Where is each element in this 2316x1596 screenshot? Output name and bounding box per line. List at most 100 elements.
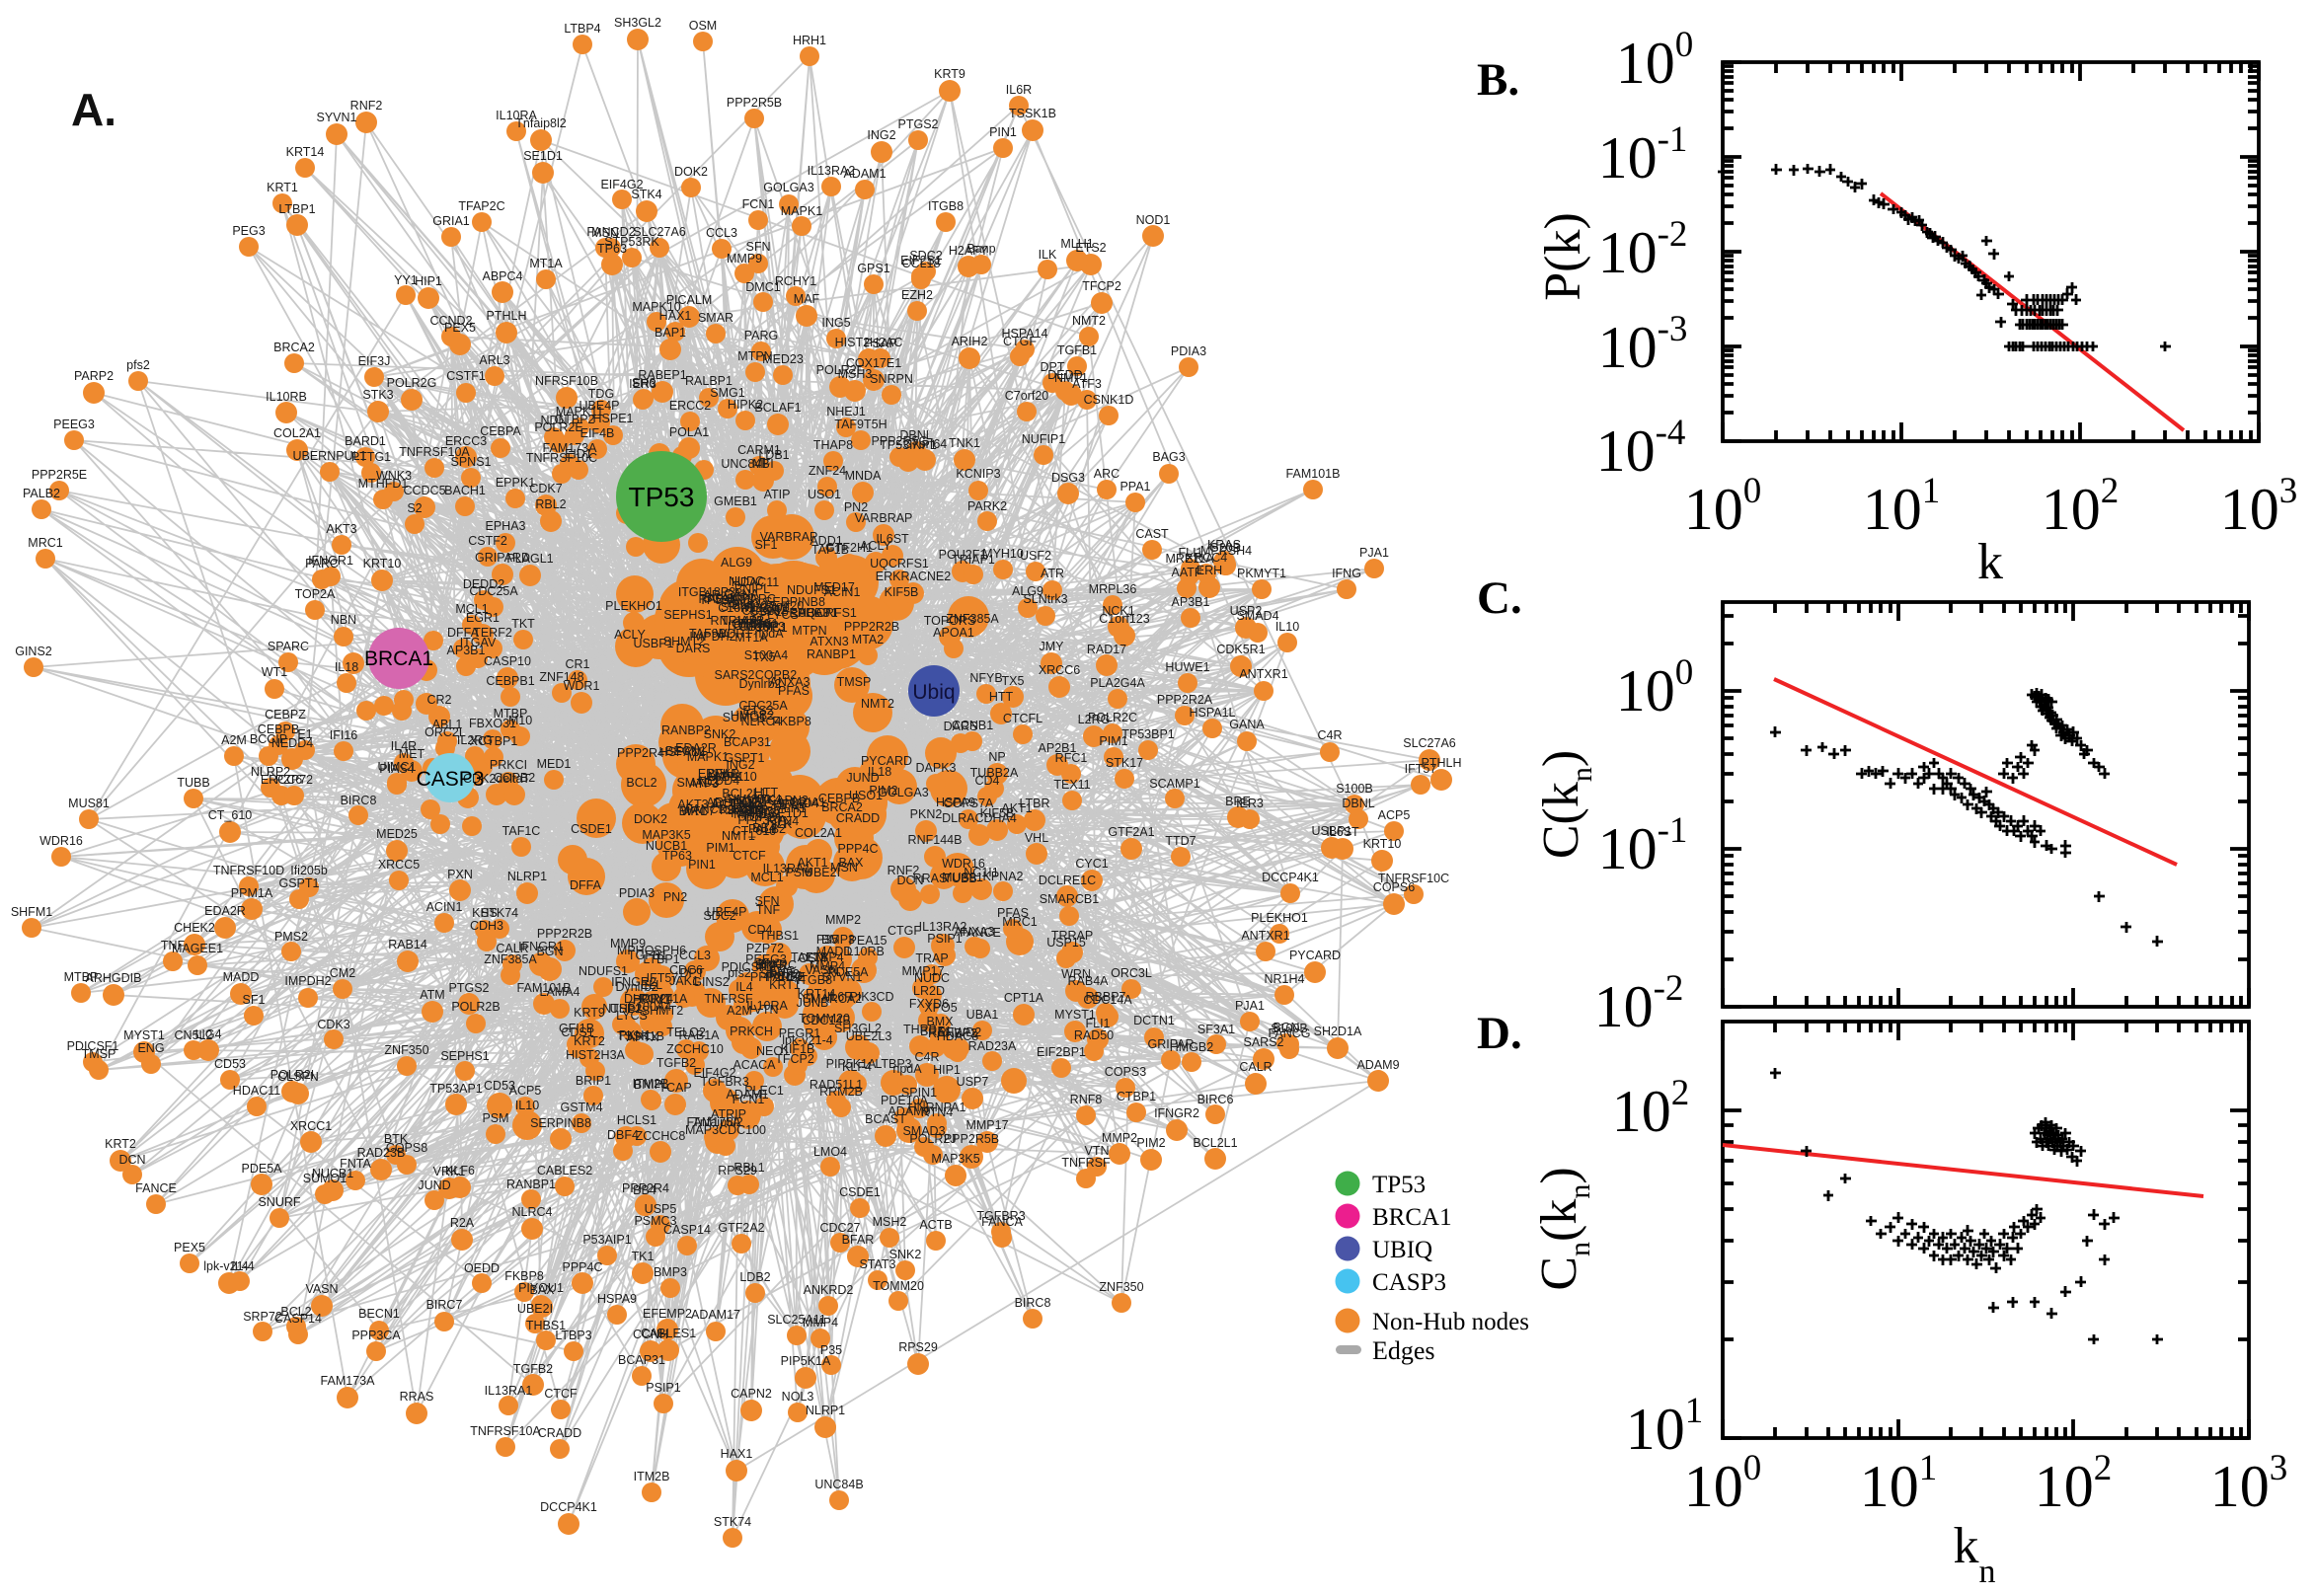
svg-text:Dynlrb2: Dynlrb2 [615, 980, 657, 994]
svg-text:MED25: MED25 [376, 827, 418, 841]
svg-text:PEX5: PEX5 [174, 1241, 205, 1254]
svg-text:KIF5B: KIF5B [980, 806, 1015, 820]
svg-text:ZNF148: ZNF148 [539, 670, 583, 684]
svg-text:RAB4A: RAB4A [699, 592, 740, 606]
svg-text:LYCS: LYCS [767, 608, 799, 622]
svg-text:IMPDH2: IMPDH2 [284, 974, 331, 988]
svg-text:TEX11: TEX11 [1053, 778, 1090, 792]
svg-text:PIM2: PIM2 [1136, 1136, 1165, 1150]
svg-text:USO1: USO1 [808, 488, 841, 501]
svg-text:XRCC6: XRCC6 [1039, 663, 1080, 677]
svg-text:GINS2: GINS2 [15, 645, 52, 658]
svg-text:BMP3: BMP3 [821, 933, 855, 947]
svg-text:NDN: NDN [540, 414, 567, 427]
svg-text:UBIQ: UBIQ [1372, 1237, 1432, 1263]
svg-text:DCTN1: DCTN1 [713, 797, 754, 810]
svg-text:TOP2A: TOP2A [742, 810, 783, 824]
svg-text:PPP2R2A: PPP2R2A [1157, 693, 1213, 707]
svg-text:CDK2deltaT: CDK2deltaT [463, 772, 530, 786]
svg-text:PPP3CA: PPP3CA [737, 813, 787, 827]
svg-text:MSH3: MSH3 [838, 367, 873, 381]
svg-text:RBL2: RBL2 [535, 497, 566, 511]
svg-text:VHL: VHL [1025, 831, 1048, 845]
svg-text:BRCA1: BRCA1 [364, 647, 433, 670]
svg-text:SE1D1: SE1D1 [769, 806, 809, 820]
svg-text:ABL1: ABL1 [432, 718, 463, 731]
svg-text:MT1A: MT1A [734, 631, 768, 645]
svg-text:BRCA2: BRCA2 [821, 800, 863, 814]
svg-text:PDE5A: PDE5A [242, 1162, 283, 1176]
svg-text:DBNL: DBNL [1342, 797, 1374, 810]
svg-text:CDC6: CDC6 [669, 963, 703, 977]
svg-text:TFAP2C: TFAP2C [458, 199, 504, 213]
svg-text:OSM: OSM [689, 19, 717, 33]
svg-text:TGFB2: TGFB2 [656, 1056, 696, 1070]
svg-text:BAP1: BAP1 [655, 326, 686, 340]
svg-text:BAX: BAX [838, 856, 864, 870]
svg-text:ZNF385A: ZNF385A [484, 952, 537, 966]
svg-text:POLR2B: POLR2B [451, 1000, 500, 1014]
svg-text:PPP2R2B: PPP2R2B [537, 927, 592, 941]
svg-text:MADD: MADD [223, 970, 260, 984]
svg-text:PEX5: PEX5 [444, 321, 476, 335]
svg-text:BCL2: BCL2 [626, 776, 656, 790]
svg-text:PZP72: PZP72 [746, 942, 784, 955]
svg-text:STK17: STK17 [1106, 756, 1143, 770]
svg-text:MAP3K5: MAP3K5 [931, 1152, 979, 1166]
svg-text:LTBP4: LTBP4 [564, 22, 600, 36]
svg-text:S2: S2 [407, 501, 422, 515]
svg-text:TTD7: TTD7 [1165, 834, 1196, 848]
svg-text:BIRC6: BIRC6 [744, 804, 781, 818]
svg-text:TP53BP1: TP53BP1 [1121, 727, 1175, 741]
svg-text:Dynlrb2: Dynlrb2 [738, 677, 781, 691]
svg-text:CSTF2: CSTF2 [468, 534, 507, 548]
svg-text:NEDD4: NEDD4 [271, 736, 313, 750]
svg-text:ACP5: ACP5 [1378, 808, 1411, 822]
svg-text:MCL1: MCL1 [455, 602, 488, 616]
svg-text:NMT1: NMT1 [1054, 371, 1088, 385]
svg-text:WRN: WRN [1061, 967, 1091, 981]
svg-text:RABEP1: RABEP1 [638, 368, 686, 382]
svg-text:BAX: BAX [529, 1283, 555, 1297]
svg-text:CRADD: CRADD [836, 811, 880, 825]
svg-text:BRF1: BRF1 [920, 1025, 952, 1038]
svg-text:B.: B. [1477, 54, 1519, 106]
svg-text:DCTN1: DCTN1 [1133, 1014, 1175, 1027]
svg-text:VRK1: VRK1 [433, 1165, 466, 1178]
svg-text:TOMM20: TOMM20 [873, 1279, 924, 1293]
svg-text:E1: E1 [297, 727, 312, 741]
svg-text:P(k): P(k) [1535, 212, 1591, 301]
svg-text:WDR16: WDR16 [942, 857, 985, 871]
svg-text:PSM: PSM [482, 1111, 508, 1125]
svg-text:PPP4C: PPP4C [563, 1260, 603, 1274]
svg-text:P53AIP1: P53AIP1 [582, 1233, 631, 1247]
svg-text:TCAP: TCAP [658, 1081, 691, 1095]
svg-text:ITM2B: ITM2B [634, 1470, 670, 1483]
svg-text:BRIP1: BRIP1 [576, 1074, 611, 1088]
svg-text:MRE11A: MRE11A [1165, 552, 1214, 566]
svg-text:KRT14: KRT14 [286, 145, 325, 159]
svg-text:PTHLH: PTHLH [487, 309, 527, 323]
svg-text:SPARC: SPARC [268, 640, 309, 653]
svg-text:PIM2: PIM2 [869, 784, 897, 798]
svg-text:PFAS: PFAS [778, 684, 810, 698]
svg-text:STK74: STK74 [714, 1515, 751, 1529]
svg-text:EIF2BP1: EIF2BP1 [1037, 1045, 1086, 1059]
svg-text:ADAM1: ADAM1 [843, 167, 886, 181]
svg-text:NLRC4: NLRC4 [512, 1205, 553, 1219]
svg-text:SE1D1: SE1D1 [523, 149, 563, 163]
svg-text:TNFRSF10C: TNFRSF10C [1378, 872, 1449, 885]
svg-text:ABPC4: ABPC4 [483, 269, 523, 283]
svg-text:NUCB1: NUCB1 [312, 1167, 353, 1180]
svg-text:MAP3CDC100: MAP3CDC100 [685, 1123, 766, 1137]
svg-text:ZNF350: ZNF350 [1099, 1280, 1143, 1294]
svg-text:HAX1: HAX1 [659, 309, 692, 323]
svg-text:SMAD4: SMAD4 [776, 797, 818, 810]
svg-text:KRT9: KRT9 [934, 67, 965, 81]
svg-text:USF2: USF2 [1020, 549, 1051, 563]
svg-text:SH3GL2: SH3GL2 [834, 1022, 882, 1035]
svg-text:UQCRFS1: UQCRFS1 [870, 557, 929, 570]
svg-text:PSIP1: PSIP1 [646, 1381, 680, 1395]
svg-text:HSPE1: HSPE1 [593, 412, 634, 425]
svg-text:KRT10: KRT10 [1363, 837, 1402, 851]
